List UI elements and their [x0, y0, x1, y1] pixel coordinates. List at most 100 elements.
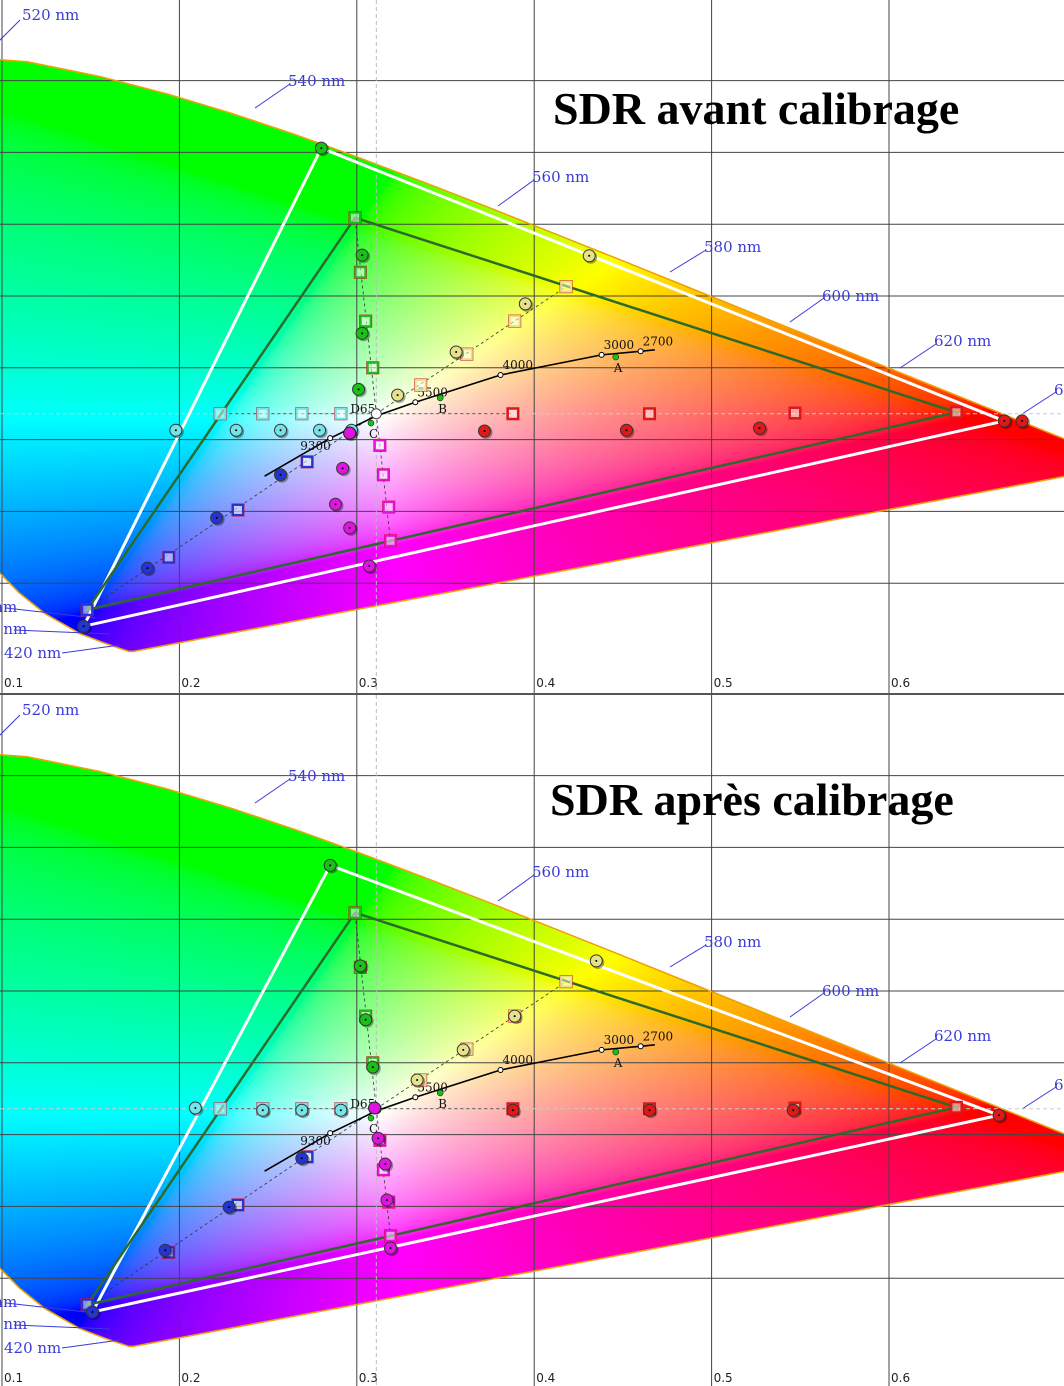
cct-label: 3000: [604, 338, 635, 352]
wavelength-leader: [5, 607, 96, 619]
target-square-magenta: [373, 439, 386, 452]
x-tick-label: 0.4: [536, 1371, 555, 1385]
target-square-green: [366, 361, 379, 374]
x-tick-label: 0.6: [891, 1371, 910, 1385]
x-tick-label: 0.5: [714, 676, 733, 690]
wavelength-leader: [669, 944, 707, 968]
target-square-magenta: [384, 1229, 397, 1242]
measured-point-center: [588, 254, 591, 257]
wavelength-leader: [669, 249, 707, 273]
wavelength-label: 640 nm: [1054, 381, 1064, 399]
target-square-green: [359, 315, 372, 328]
wavelength-label: 460 nm: [0, 598, 17, 616]
illuminant-label: B: [438, 402, 447, 416]
wavelength-leader: [789, 297, 825, 323]
cct-point: [412, 399, 419, 406]
measured-point-center: [300, 1157, 303, 1160]
target-square-magenta: [382, 501, 395, 514]
x-tick-label: 0.2: [181, 676, 200, 690]
cct-label: 9300: [300, 439, 331, 453]
measured-point-center: [371, 1066, 374, 1069]
target-square-red: [506, 407, 519, 420]
chart-after: 0.1 0.2 0.3 0.4 0.5 0.6 520 nm 540 nm 560 nm 580 …: [0, 695, 1064, 1386]
planckian-locus: [264, 1044, 655, 1172]
target-square-red: [950, 1101, 963, 1114]
x-tick-label: 0.6: [891, 676, 910, 690]
target-square-yellow: [560, 975, 573, 988]
wavelength-leader: [0, 714, 21, 736]
target-square-green: [354, 266, 367, 279]
measured-point-center: [648, 1109, 651, 1112]
measured-point-center: [595, 959, 598, 962]
wavelength-label: 640 nm: [1054, 1076, 1064, 1094]
wavelength-label: 620 nm: [934, 332, 991, 350]
cct-point: [497, 371, 504, 378]
x-tick-label: 0.4: [536, 676, 555, 690]
measured-point-center: [279, 429, 282, 432]
illuminant-point: [436, 394, 444, 402]
target-square-red: [950, 406, 963, 419]
measured-point-center: [164, 1249, 167, 1252]
wavelength-label: 440 nm: [0, 620, 27, 638]
measured-white-point: [368, 1101, 382, 1115]
wavelength-leader: [1021, 1086, 1057, 1110]
cct-point: [327, 1130, 334, 1137]
wavelength-label: 600 nm: [822, 287, 879, 305]
cct-point: [598, 351, 605, 358]
wavelength-label: 460 nm: [0, 1293, 17, 1311]
measured-point-center: [1003, 419, 1006, 422]
measured-point-center: [320, 147, 323, 150]
chart-title: SDR avant calibrage: [553, 83, 959, 134]
cct-label: 9300: [300, 1134, 331, 1148]
wavelength-leader: [899, 1038, 937, 1064]
wavelength-leader: [497, 179, 535, 207]
wavelength-leader: [254, 778, 291, 804]
measured-point-center: [341, 467, 344, 470]
measured-point-center: [228, 1206, 231, 1209]
measured-point-center: [194, 1107, 197, 1110]
measured-point-center: [359, 964, 362, 967]
x-tick-label: 0.1: [4, 1371, 23, 1385]
target-square-red: [788, 407, 801, 420]
wavelength-leader: [0, 19, 21, 41]
target-square-blue: [162, 551, 175, 564]
illuminant-point: [612, 353, 620, 361]
measured-point-center: [758, 427, 761, 430]
measured-point-center: [146, 567, 149, 570]
spectral-locus: [0, 753, 1064, 1348]
planckian-locus: [264, 349, 655, 477]
measured-point-center: [348, 526, 351, 529]
wavelength-leader: [13, 1324, 111, 1330]
measured-point-center: [455, 351, 458, 354]
target-square-cyan: [334, 407, 347, 420]
target-square-blue: [301, 455, 314, 468]
cct-point: [598, 1046, 605, 1053]
chart-title: SDR après calibrage: [550, 774, 954, 825]
wavelength-leader: [61, 644, 121, 654]
target-square-blue: [81, 603, 94, 616]
measured-point-center: [261, 1109, 264, 1112]
measured-point-center: [215, 516, 218, 519]
measured-point-center: [1021, 419, 1024, 422]
wavelength-label: 580 nm: [704, 933, 761, 951]
wavelength-label: 580 nm: [704, 238, 761, 256]
target-square-cyan: [214, 1102, 227, 1115]
target-square-magenta: [384, 534, 397, 547]
measured-point-center: [377, 1137, 380, 1140]
measured-point-center: [364, 1018, 367, 1021]
target-square-cyan: [214, 407, 227, 420]
measured-point-center: [318, 429, 321, 432]
cct-point: [637, 1043, 644, 1050]
measured-point-center: [235, 429, 238, 432]
measured-point-center: [82, 625, 85, 628]
wavelength-label: 520 nm: [22, 6, 79, 24]
wavelength-label: 560 nm: [532, 863, 589, 881]
measured-point-center: [997, 1114, 1000, 1117]
target-square-cyan: [256, 407, 269, 420]
target-square-green: [349, 211, 362, 224]
cct-point: [497, 1066, 504, 1073]
wavelength-leader: [1021, 391, 1057, 415]
measured-point-center: [625, 429, 628, 432]
cct-label: 2700: [643, 334, 674, 348]
